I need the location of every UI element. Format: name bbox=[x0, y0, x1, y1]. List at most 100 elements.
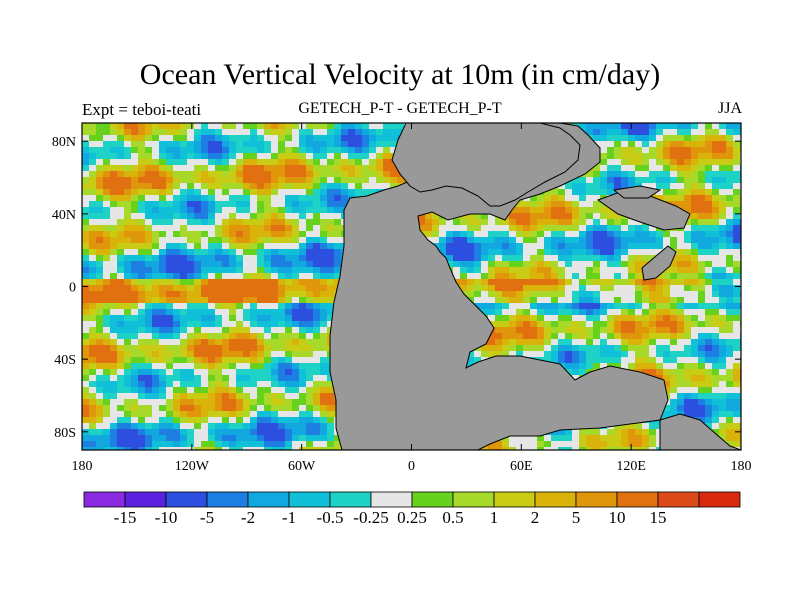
field-cell bbox=[208, 381, 216, 388]
field-cell bbox=[222, 243, 230, 250]
field-cell bbox=[327, 297, 335, 304]
field-cell bbox=[89, 429, 97, 436]
field-cell bbox=[635, 237, 643, 244]
field-cell bbox=[110, 207, 118, 214]
field-cell bbox=[243, 249, 251, 256]
field-cell bbox=[733, 417, 741, 424]
field-cell bbox=[663, 279, 671, 286]
field-cell bbox=[495, 339, 503, 346]
field-cell bbox=[327, 381, 335, 388]
field-cell bbox=[124, 399, 132, 406]
field-cell bbox=[208, 243, 216, 250]
field-cell bbox=[250, 381, 258, 388]
field-cell bbox=[390, 129, 398, 136]
field-cell bbox=[677, 135, 685, 142]
field-cell bbox=[187, 339, 195, 346]
field-cell bbox=[82, 327, 90, 334]
field-cell bbox=[313, 129, 321, 136]
field-cell bbox=[649, 321, 657, 328]
field-cell bbox=[691, 129, 699, 136]
field-cell bbox=[663, 159, 671, 166]
field-cell bbox=[103, 189, 111, 196]
field-cell bbox=[635, 309, 643, 316]
field-cell bbox=[285, 375, 293, 382]
field-cell bbox=[670, 267, 678, 274]
field-cell bbox=[194, 207, 202, 214]
field-cell bbox=[663, 123, 671, 130]
field-cell bbox=[635, 339, 643, 346]
field-cell bbox=[166, 303, 174, 310]
field-cell bbox=[306, 183, 314, 190]
field-cell bbox=[649, 147, 657, 154]
field-cell bbox=[257, 213, 265, 220]
field-cell bbox=[89, 177, 97, 184]
field-cell bbox=[600, 171, 608, 178]
field-cell bbox=[166, 243, 174, 250]
field-cell bbox=[187, 369, 195, 376]
field-cell bbox=[292, 147, 300, 154]
field-cell bbox=[656, 333, 664, 340]
field-cell bbox=[530, 321, 538, 328]
field-cell bbox=[313, 273, 321, 280]
field-cell bbox=[250, 141, 258, 148]
field-cell bbox=[124, 195, 132, 202]
field-cell bbox=[194, 261, 202, 268]
field-cell bbox=[460, 255, 468, 262]
field-cell bbox=[544, 219, 552, 226]
field-cell bbox=[173, 333, 181, 340]
field-cell bbox=[712, 231, 720, 238]
field-cell bbox=[229, 399, 237, 406]
field-cell bbox=[222, 429, 230, 436]
field-cell bbox=[89, 213, 97, 220]
field-cell bbox=[285, 123, 293, 130]
field-cell bbox=[733, 405, 741, 412]
field-cell bbox=[159, 315, 167, 322]
field-cell bbox=[180, 225, 188, 232]
field-cell bbox=[285, 177, 293, 184]
field-cell bbox=[201, 153, 209, 160]
field-cell bbox=[614, 225, 622, 232]
field-cell bbox=[96, 411, 104, 418]
field-cell bbox=[215, 243, 223, 250]
field-cell bbox=[579, 207, 587, 214]
field-cell bbox=[257, 423, 265, 430]
field-cell bbox=[698, 357, 706, 364]
field-cell bbox=[278, 333, 286, 340]
field-cell bbox=[236, 315, 244, 322]
field-cell bbox=[719, 405, 727, 412]
field-cell bbox=[712, 429, 720, 436]
field-cell bbox=[264, 267, 272, 274]
field-cell bbox=[607, 249, 615, 256]
field-cell bbox=[264, 249, 272, 256]
field-cell bbox=[250, 219, 258, 226]
field-cell bbox=[719, 237, 727, 244]
field-cell bbox=[628, 333, 636, 340]
field-cell bbox=[593, 135, 601, 142]
field-cell bbox=[166, 207, 174, 214]
field-cell bbox=[677, 147, 685, 154]
field-cell bbox=[285, 159, 293, 166]
field-cell bbox=[271, 171, 279, 178]
field-cell bbox=[215, 123, 223, 130]
field-cell bbox=[432, 225, 440, 232]
field-cell bbox=[565, 363, 573, 370]
field-cell bbox=[684, 159, 692, 166]
field-cell bbox=[208, 279, 216, 286]
field-cell bbox=[558, 285, 566, 292]
field-cell bbox=[110, 351, 118, 358]
field-cell bbox=[117, 213, 125, 220]
field-cell bbox=[712, 369, 720, 376]
field-cell bbox=[271, 285, 279, 292]
field-cell bbox=[495, 303, 503, 310]
field-cell bbox=[320, 297, 328, 304]
field-cell bbox=[544, 345, 552, 352]
field-cell bbox=[635, 357, 643, 364]
field-cell bbox=[194, 363, 202, 370]
field-cell bbox=[264, 237, 272, 244]
field-cell bbox=[334, 279, 342, 286]
field-cell bbox=[488, 231, 496, 238]
field-cell bbox=[698, 231, 706, 238]
field-cell bbox=[152, 303, 160, 310]
field-cell bbox=[327, 423, 335, 430]
field-cell bbox=[194, 237, 202, 244]
